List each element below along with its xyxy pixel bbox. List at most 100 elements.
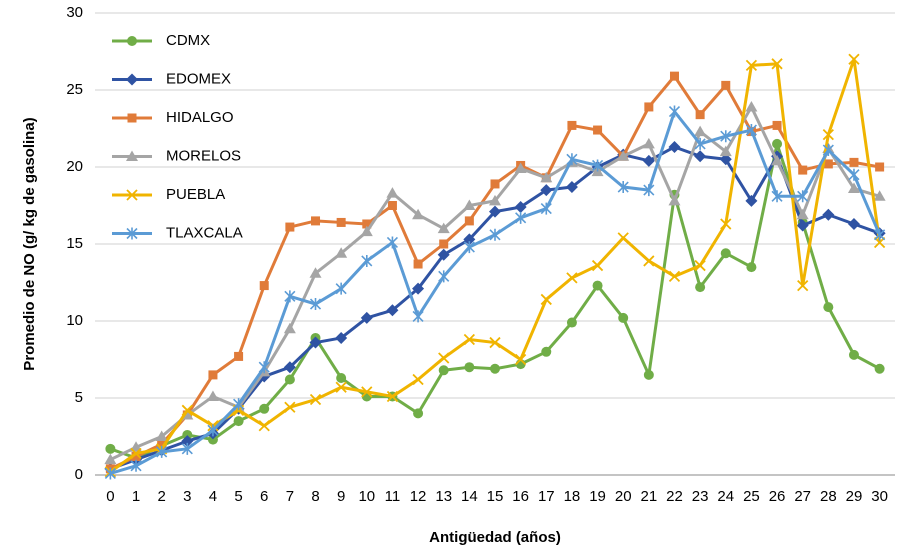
data-point xyxy=(463,241,475,254)
data-point xyxy=(540,202,552,215)
data-point xyxy=(233,416,244,427)
data-point xyxy=(567,120,577,130)
data-point xyxy=(566,153,578,166)
data-point xyxy=(746,262,757,273)
x-tick-label: 15 xyxy=(487,488,504,505)
legend-marker xyxy=(126,227,138,240)
data-point xyxy=(413,408,424,419)
x-tick-label: 9 xyxy=(337,488,345,505)
data-point xyxy=(413,259,423,269)
data-point xyxy=(309,298,322,311)
data-point xyxy=(386,236,399,249)
data-point xyxy=(181,404,193,416)
data-point xyxy=(874,228,886,241)
legend-entry: MORELOS xyxy=(112,147,241,164)
data-point xyxy=(847,217,860,230)
y-tick-label: 5 xyxy=(75,389,83,406)
data-point xyxy=(515,211,527,224)
data-point xyxy=(875,162,885,172)
data-point xyxy=(489,228,501,241)
x-tick-label: 18 xyxy=(564,488,581,505)
data-point xyxy=(720,218,732,230)
data-point xyxy=(668,270,681,282)
data-point xyxy=(797,279,809,292)
data-point xyxy=(822,129,834,141)
legend-entry: HIDALGO xyxy=(112,109,234,126)
data-point xyxy=(283,361,296,374)
x-tick-label: 27 xyxy=(794,488,811,505)
data-point xyxy=(540,293,552,306)
x-tick-label: 19 xyxy=(589,488,606,505)
data-point xyxy=(721,80,731,90)
data-point xyxy=(489,205,501,218)
x-tick-label: 12 xyxy=(410,488,427,505)
data-point xyxy=(695,282,706,293)
data-point xyxy=(515,353,527,366)
data-point xyxy=(258,420,270,432)
y-tick-label: 30 xyxy=(66,4,83,21)
data-point xyxy=(361,254,373,267)
data-point xyxy=(157,439,167,449)
data-point xyxy=(644,102,654,112)
x-tick-label: 30 xyxy=(871,488,888,505)
data-point xyxy=(130,459,142,472)
data-point xyxy=(823,302,834,313)
legend-label: MORELOS xyxy=(166,147,241,164)
data-point xyxy=(772,120,782,130)
data-point xyxy=(438,365,449,376)
data-point xyxy=(694,125,707,137)
data-point xyxy=(463,333,475,346)
data-point xyxy=(490,179,500,189)
data-point xyxy=(591,259,604,272)
data-point xyxy=(207,434,218,445)
x-tick-label: 29 xyxy=(846,488,863,505)
x-tick-label: 5 xyxy=(234,488,242,505)
legend-entry: PUEBLA xyxy=(112,186,225,203)
series-line xyxy=(109,142,881,460)
data-point xyxy=(719,145,732,157)
legend-label: EDOMEX xyxy=(166,70,231,87)
data-point xyxy=(438,352,450,364)
data-point xyxy=(822,208,835,221)
x-tick-label: 3 xyxy=(183,488,191,505)
data-point xyxy=(130,447,142,460)
data-point xyxy=(848,168,860,181)
data-point xyxy=(437,222,450,234)
data-point xyxy=(490,363,500,374)
data-point xyxy=(847,182,860,194)
data-point xyxy=(182,429,193,440)
data-point xyxy=(412,282,425,295)
data-point xyxy=(309,336,322,349)
data-point xyxy=(361,386,373,398)
data-point xyxy=(412,373,424,386)
data-point xyxy=(745,194,758,207)
x-tick-label: 14 xyxy=(461,488,478,505)
data-point xyxy=(745,124,757,137)
data-point xyxy=(412,310,424,323)
data-point xyxy=(285,222,295,232)
data-point xyxy=(387,201,397,210)
data-point xyxy=(848,349,859,360)
y-tick-label: 0 xyxy=(75,466,83,483)
data-point xyxy=(489,194,501,206)
legend-entry: CDMX xyxy=(112,32,210,49)
data-point xyxy=(335,282,347,295)
x-tick-label: 17 xyxy=(538,488,555,505)
data-point xyxy=(155,430,168,441)
data-point xyxy=(798,165,808,175)
data-point xyxy=(694,150,707,163)
data-point xyxy=(668,194,681,206)
data-point xyxy=(873,190,886,201)
data-point xyxy=(617,150,630,161)
legend-label: TLAXCALA xyxy=(166,224,243,241)
data-point xyxy=(720,130,732,143)
x-tick-label: 6 xyxy=(260,488,268,505)
data-point xyxy=(464,216,474,226)
legend-label: CDMX xyxy=(166,32,210,49)
data-point xyxy=(105,443,116,454)
data-point xyxy=(181,435,194,448)
data-point xyxy=(258,361,270,374)
data-point xyxy=(848,53,860,65)
data-point xyxy=(541,346,552,357)
x-tick-label: 8 xyxy=(311,488,319,505)
